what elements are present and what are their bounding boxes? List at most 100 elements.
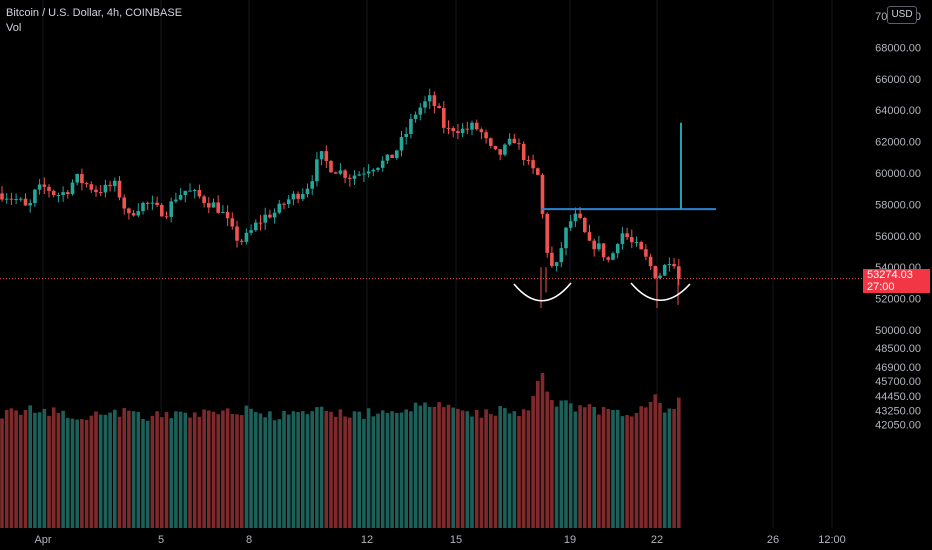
- candle-body: [136, 211, 141, 216]
- volume-bar: [319, 406, 324, 528]
- candle-body: [249, 230, 253, 233]
- candle-body: [498, 149, 502, 155]
- volume-bar: [498, 405, 502, 528]
- volume-bar: [465, 411, 470, 528]
- candle-body: [310, 181, 314, 189]
- candle-body: [352, 175, 357, 179]
- price-tick-label: 46900.00: [875, 362, 921, 374]
- volume-bar: [432, 407, 437, 528]
- volume-bar: [583, 407, 587, 528]
- time-tick-label: 26: [767, 534, 779, 546]
- candle-body: [573, 213, 578, 222]
- volume-bar: [329, 411, 333, 528]
- volume-bar: [503, 408, 507, 528]
- price-tick-label: 45700.00: [875, 376, 921, 388]
- volume-bar: [277, 419, 282, 528]
- volume-bar: [611, 409, 615, 528]
- time-axis: Apr 5 8 12 15 19 22 26 12:00: [34, 534, 845, 546]
- volume-bar: [592, 406, 596, 528]
- candle-body: [489, 138, 493, 146]
- volume-bar: [409, 411, 413, 528]
- volume-bar: [620, 416, 625, 528]
- candle-body: [559, 248, 564, 263]
- volume-bar: [507, 413, 512, 528]
- candle-body: [423, 101, 427, 108]
- candle-body: [150, 202, 155, 204]
- volume-bar: [517, 415, 521, 528]
- candle-body: [597, 243, 601, 250]
- volume-bar: [14, 410, 18, 528]
- candle-body: [235, 226, 239, 241]
- candle-body: [592, 240, 596, 250]
- volume-bar: [56, 412, 61, 528]
- candle-body: [578, 213, 582, 218]
- price-tick-label: 50000.00: [875, 325, 921, 337]
- volume-bar: [423, 402, 427, 528]
- volume-bar: [84, 419, 89, 528]
- volume-bar: [136, 411, 141, 528]
- candle-body: [305, 188, 310, 194]
- pattern-annotations: [513, 122, 716, 302]
- candle-body: [268, 214, 272, 218]
- candle-body: [94, 189, 98, 193]
- currency-button[interactable]: USD: [887, 6, 917, 24]
- volume-bar: [28, 405, 32, 528]
- candle-body: [333, 172, 338, 174]
- candle-body: [517, 143, 521, 145]
- candle-body: [197, 189, 202, 197]
- volume-bar: [366, 408, 371, 528]
- volume-bar: [9, 408, 14, 528]
- candle-body: [427, 95, 432, 102]
- volume-bar: [324, 410, 329, 528]
- price-tick-label: 48500.00: [875, 343, 921, 355]
- candle-body: [479, 129, 484, 133]
- volume-bar: [0, 418, 4, 528]
- candle-body: [47, 186, 51, 191]
- volume-bar: [573, 411, 578, 528]
- candle-body: [66, 192, 70, 195]
- candle-body: [23, 198, 28, 206]
- candle-body: [0, 193, 4, 200]
- candle-body: [376, 167, 380, 170]
- candle-body: [160, 204, 164, 217]
- candle-body: [122, 197, 126, 209]
- candle-body: [507, 138, 512, 145]
- volume-bar: [474, 409, 479, 528]
- volume-bar: [122, 407, 126, 528]
- candle-body: [404, 133, 408, 138]
- volume-bar: [521, 409, 526, 528]
- volume-bar: [348, 417, 352, 528]
- volume-bar: [94, 411, 98, 528]
- candle-body: [296, 193, 300, 199]
- volume-bar: [362, 418, 366, 528]
- volume-bar: [286, 414, 291, 528]
- volume-bar: [155, 411, 159, 528]
- candle-body: [230, 218, 235, 227]
- candle-body: [324, 151, 329, 161]
- candle-body: [564, 227, 568, 249]
- volume-bar: [192, 412, 197, 528]
- volume-bar: [540, 372, 545, 528]
- volume-bar: [51, 407, 56, 528]
- volume-bar: [305, 414, 310, 528]
- candle-body: [282, 203, 286, 205]
- volume-bar: [174, 411, 178, 528]
- volume-bar: [531, 395, 535, 528]
- candle-body: [371, 169, 376, 172]
- volume-bar: [399, 412, 404, 528]
- candle-body: [207, 203, 211, 208]
- candle-body: [80, 173, 84, 184]
- volume-bar: [385, 413, 390, 528]
- candle-body: [113, 180, 117, 187]
- candle-body: [413, 114, 418, 119]
- candle-body: [51, 190, 56, 196]
- candle-body: [183, 190, 188, 196]
- time-tick-label: 19: [564, 534, 576, 546]
- candle-body: [343, 170, 347, 178]
- volume-bar: [512, 411, 517, 528]
- candle-body: [531, 160, 535, 169]
- volume-bar: [526, 410, 531, 528]
- candle-body: [634, 242, 639, 244]
- volume-bar: [554, 406, 559, 528]
